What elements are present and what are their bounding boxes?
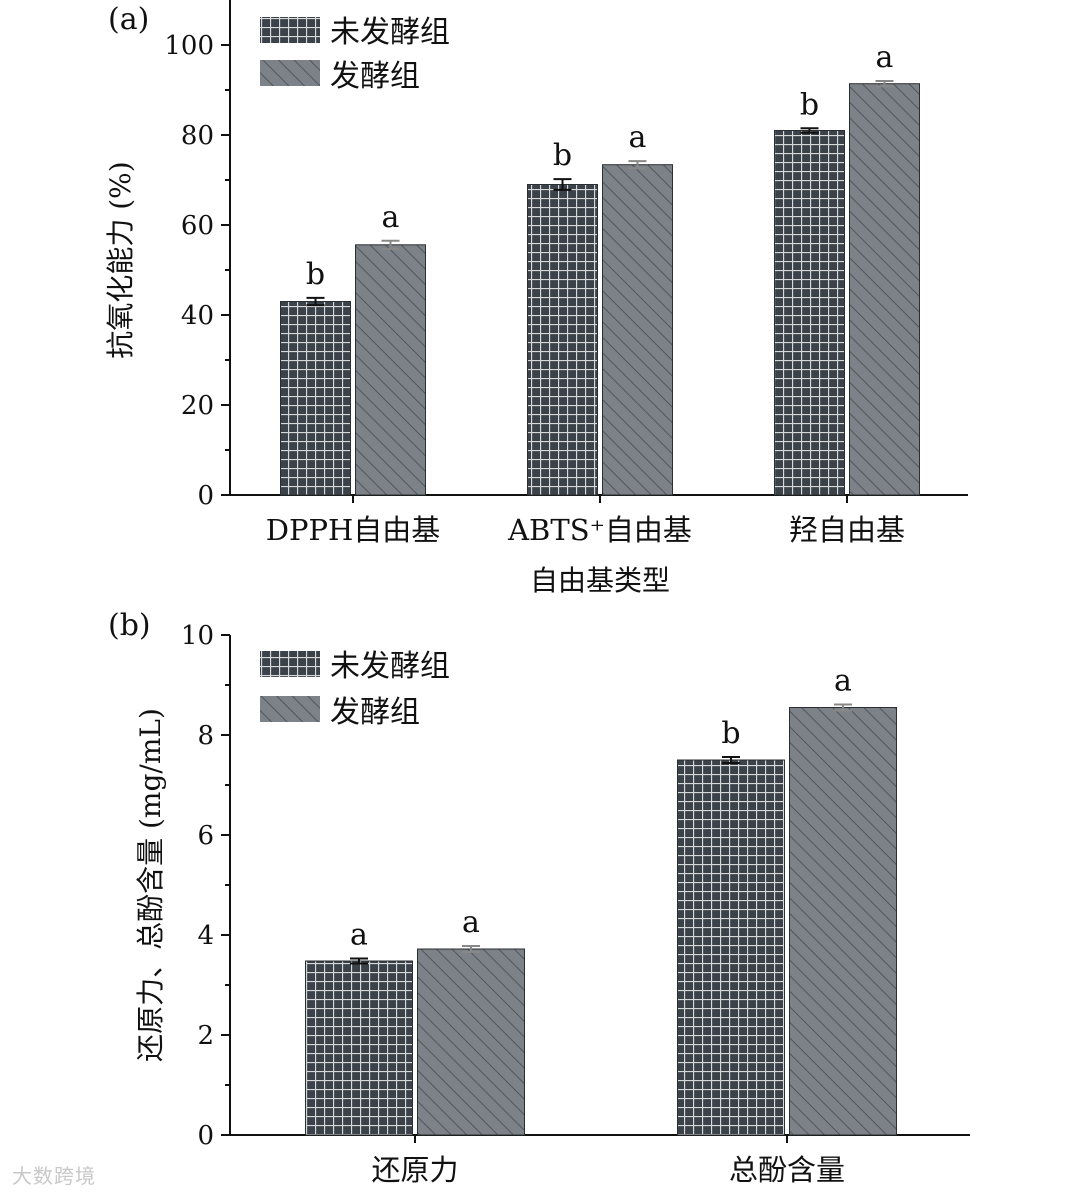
panel-b-chart: 还原力、总酚含量 (mg/mL) 未发酵组 发酵组 0 2 4 6 8 10 a a 还原力 b a… [134, 621, 970, 1187]
category-label: 羟自由基 [789, 513, 905, 547]
bar-fermented [417, 948, 525, 1136]
y-tick-label: 2 [197, 1021, 214, 1051]
y-tick-label: 10 [181, 621, 214, 651]
y-tick-label: 6 [197, 821, 214, 851]
bar-unfermented [527, 184, 598, 496]
y-tick-label: 80 [181, 121, 214, 151]
error-bar [628, 160, 647, 170]
legend-label-unfermented: 未发酵组 [330, 649, 450, 684]
panel-a-label: (a) [108, 2, 150, 37]
legend-swatch-fermented [260, 696, 320, 722]
y-tick-label: 60 [181, 211, 214, 241]
panel-a-legend: 未发酵组 发酵组 [260, 15, 450, 94]
bar-unfermented [774, 130, 845, 496]
error-bar [350, 957, 368, 965]
error-bar [306, 296, 325, 307]
y-tick-label: 20 [181, 391, 214, 421]
significance-label: a [382, 200, 400, 235]
panel-a-chart: 抗氧化能力 (%) 自由基类型 未发酵组 发酵组 0 20 40 60 80 100 b a D… [104, 0, 968, 597]
y-tick-label: 8 [197, 721, 214, 751]
significance-label: a [462, 905, 480, 940]
bar-unfermented [677, 759, 785, 1136]
y-tick-label: 100 [164, 31, 214, 61]
legend-label-fermented: 发酵组 [330, 59, 420, 94]
panel-a-xlabel: 自由基类型 [530, 564, 670, 597]
bar-fermented [849, 83, 920, 496]
error-bar [722, 756, 740, 764]
y-tick-label: 40 [181, 301, 214, 331]
bar-fermented [789, 707, 897, 1136]
significance-label: b [721, 716, 740, 751]
panel-b-ylabel: 还原力、总酚含量 (mg/mL) [134, 708, 167, 1062]
significance-label: b [800, 87, 819, 122]
error-bar [834, 703, 852, 712]
legend-swatch-fermented [260, 60, 320, 86]
significance-label: a [876, 40, 894, 75]
error-bar [462, 945, 480, 953]
y-tick-label: 0 [197, 1121, 214, 1151]
panel-b-legend: 未发酵组 发酵组 [260, 649, 450, 730]
significance-label: a [834, 664, 852, 699]
significance-label: b [306, 257, 325, 292]
category-label: 总酚含量 [729, 1153, 845, 1187]
error-bar [553, 178, 572, 191]
legend-label-fermented: 发酵组 [330, 695, 420, 730]
significance-label: b [553, 138, 572, 173]
category-label: ABTS⁺自由基 [507, 513, 692, 547]
watermark: 大数跨境 [12, 1164, 96, 1188]
bar-fermented [602, 164, 673, 496]
bar-fermented [355, 244, 426, 496]
y-tick-label: 0 [197, 481, 214, 511]
panel-a-ylabel: 抗氧化能力 (%) [104, 161, 137, 358]
legend-label-unfermented: 未发酵组 [330, 15, 450, 50]
significance-label: a [350, 918, 368, 953]
legend-swatch-unfermented [260, 651, 320, 677]
significance-label: a [629, 120, 647, 155]
category-label: 还原力 [371, 1153, 458, 1187]
error-bar [800, 127, 819, 134]
legend-swatch-unfermented [260, 17, 320, 43]
panel-b-label: (b) [108, 608, 151, 643]
category-label: DPPH自由基 [266, 513, 441, 547]
error-bar [381, 239, 400, 250]
bar-unfermented [305, 960, 413, 1136]
error-bar [875, 80, 894, 88]
y-tick-label: 4 [197, 921, 214, 951]
bar-unfermented [280, 301, 351, 496]
